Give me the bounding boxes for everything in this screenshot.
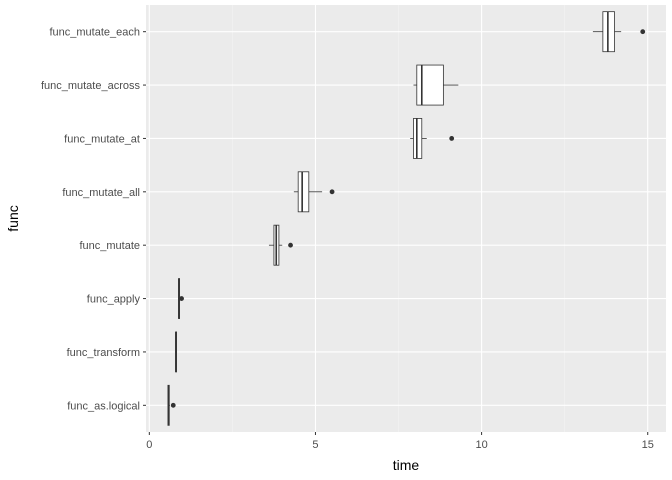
y-tick-label: func_mutate_across bbox=[41, 80, 141, 92]
y-tick-label: func_mutate bbox=[79, 240, 140, 252]
box-func_mutate_all bbox=[293, 171, 335, 213]
outlier-point bbox=[170, 402, 176, 408]
y-tick-label: func_mutate_all bbox=[62, 187, 140, 199]
outlier-point bbox=[449, 136, 455, 141]
box-func_mutate_at bbox=[410, 118, 455, 159]
box-func_apply bbox=[178, 278, 184, 319]
x-axis-title: time bbox=[393, 457, 420, 473]
box-func_mutate bbox=[268, 224, 293, 266]
box-func_mutate_across bbox=[413, 64, 459, 106]
y-tick-label: func_transform bbox=[67, 347, 140, 359]
y-tick-label: func_apply bbox=[87, 294, 141, 306]
outlier-point bbox=[288, 242, 293, 248]
box-func_mutate_each bbox=[592, 11, 646, 53]
y-tick-label: func_mutate_at bbox=[64, 133, 140, 145]
x-tick-label: 10 bbox=[475, 439, 487, 451]
iqr-box bbox=[297, 171, 310, 213]
y-tick-label: func_mutate_each bbox=[49, 27, 140, 39]
box-func_as.logical bbox=[167, 384, 176, 426]
x-tick-label: 5 bbox=[312, 439, 318, 451]
iqr-box bbox=[602, 11, 615, 53]
iqr-box bbox=[413, 118, 423, 159]
y-axis-title: func bbox=[5, 205, 21, 231]
plot-panel bbox=[146, 5, 666, 432]
outlier-point bbox=[640, 29, 646, 35]
grid-lines bbox=[146, 5, 666, 432]
boxes-group bbox=[167, 11, 646, 426]
y-tick-label: func_as.logical bbox=[67, 400, 140, 412]
y-axis: func_as.logical func_transform func_apply f… bbox=[41, 27, 146, 412]
outlier-point bbox=[329, 189, 335, 195]
x-tick-label: 15 bbox=[642, 439, 654, 451]
box-func_transform bbox=[175, 331, 177, 373]
x-axis: 0 5 10 15 bbox=[146, 432, 654, 451]
x-tick-label: 0 bbox=[146, 439, 152, 451]
iqr-box bbox=[416, 64, 444, 106]
outlier-point bbox=[179, 296, 184, 301]
